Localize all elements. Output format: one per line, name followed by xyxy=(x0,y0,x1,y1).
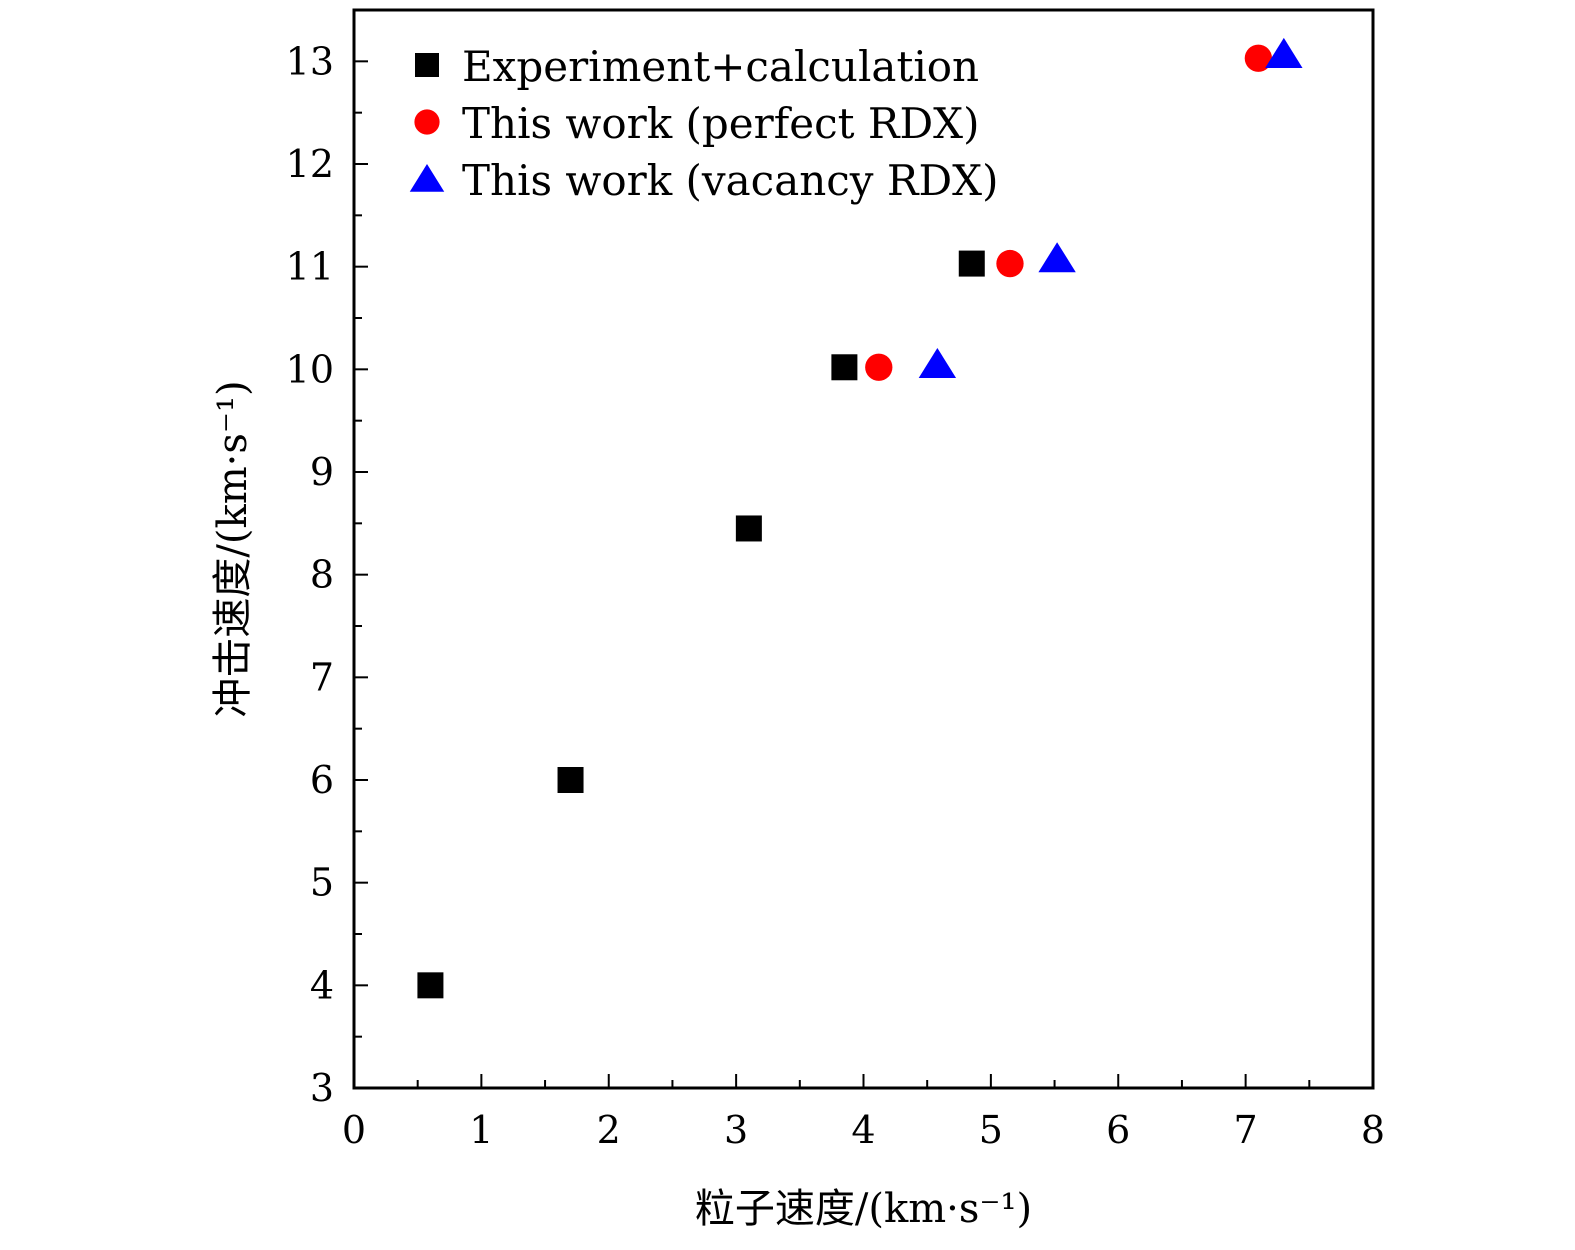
data-point-this-work-perfect-rdx xyxy=(996,249,1024,278)
x-tick-label: 6 xyxy=(1106,1108,1130,1152)
data-point-experiment-calculation xyxy=(958,250,985,277)
y-tick-label: 10 xyxy=(286,347,334,391)
x-tick-label: 4 xyxy=(851,1108,875,1152)
data-point-this-work-perfect-rdx xyxy=(1244,44,1273,72)
y-tick-label: 3 xyxy=(310,1066,334,1110)
legend: Experiment+calculation This work (perfect… xyxy=(409,42,998,205)
legend-marker xyxy=(414,109,440,135)
data-point-this-work-perfect-rdx xyxy=(865,353,893,381)
x-tick-label: 7 xyxy=(1234,1108,1258,1152)
y-tick-label: 9 xyxy=(310,450,334,494)
x-tick-label: 1 xyxy=(469,1108,493,1152)
y-tick-label: 5 xyxy=(310,861,334,905)
y-tick-label: 11 xyxy=(286,245,334,289)
data-point-experiment-calculation xyxy=(831,354,858,381)
x-axis-title: 粒子速度/(km·s⁻¹) xyxy=(695,1186,1032,1232)
data-point-experiment-calculation xyxy=(735,515,762,542)
x-tick-label: 5 xyxy=(979,1108,1003,1152)
x-tick-label: 2 xyxy=(597,1108,621,1152)
x-tick-label: 0 xyxy=(342,1108,366,1152)
legend-marker xyxy=(409,164,445,192)
y-tick-label: 6 xyxy=(310,758,334,802)
legend-label: Experiment+calculation xyxy=(462,42,979,91)
x-tick-label: 8 xyxy=(1361,1108,1385,1152)
y-tick-label: 4 xyxy=(310,963,334,1007)
plot-frame xyxy=(352,8,1375,1090)
data-point-experiment-calculation xyxy=(417,972,444,999)
y-axis-title: 冲击速度/(km·s⁻¹) xyxy=(210,380,256,717)
data-point-experiment-calculation xyxy=(557,767,584,793)
x-tick-label: 3 xyxy=(724,1108,748,1152)
legend-label: This work (vacancy RDX) xyxy=(462,156,998,205)
y-tick-label: 8 xyxy=(310,553,334,597)
data-point-this-work-vacancy-rdx xyxy=(1265,37,1303,68)
data-point-this-work-vacancy-rdx xyxy=(918,347,957,379)
legend-marker xyxy=(415,53,439,77)
data-points xyxy=(417,37,1303,999)
y-tick-label: 13 xyxy=(286,39,334,83)
legend-label: This work (perfect RDX) xyxy=(462,99,979,148)
data-point-this-work-vacancy-rdx xyxy=(1038,242,1076,273)
y-tick-label: 12 xyxy=(286,142,334,186)
y-tick-label: 7 xyxy=(310,655,334,699)
